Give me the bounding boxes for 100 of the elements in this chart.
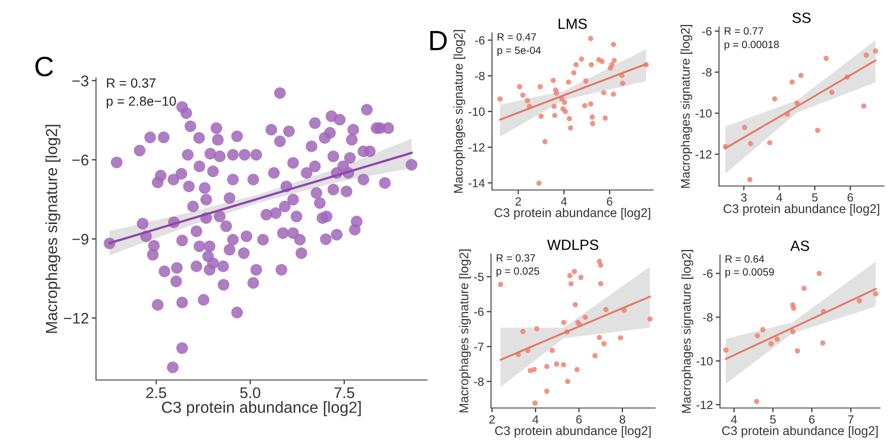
point: [544, 388, 550, 394]
y-axis-title: Macrophages signature [log2]: [454, 30, 466, 193]
point: [590, 114, 595, 120]
x-tick-label: 5.0: [240, 387, 260, 398]
point: [498, 282, 504, 287]
x-tick-label: 2.5: [146, 387, 166, 398]
point: [552, 104, 557, 109]
x-tick-label: 4: [731, 415, 737, 424]
x-tick-label: 6: [848, 193, 854, 202]
point: [747, 177, 752, 182]
point: [596, 334, 602, 340]
annotation: p = 5e-04: [498, 46, 541, 56]
y-axis-title: Macrophages signature [log2]: [459, 250, 471, 412]
point: [552, 112, 558, 118]
point: [588, 36, 594, 42]
annotation: R = 0.64: [726, 255, 764, 263]
point: [542, 139, 548, 144]
x-axis-title: C3 protein abundance [log2]: [722, 426, 878, 438]
point: [601, 90, 606, 96]
x-tick-label: 6: [809, 415, 815, 424]
point: [598, 262, 604, 268]
annotation: R = 0.37: [496, 254, 536, 262]
point: [538, 84, 543, 90]
point: [618, 335, 624, 340]
y-tick-label: -12: [696, 150, 712, 158]
point: [861, 103, 866, 109]
point: [550, 78, 556, 84]
point: [602, 116, 608, 121]
point: [578, 274, 584, 280]
point: [568, 281, 574, 286]
x-axis-title: C3 protein abundance [log2]: [495, 426, 651, 438]
x-tick-label: 4: [532, 415, 538, 424]
point: [610, 92, 616, 97]
point: [772, 96, 778, 102]
y-tick-label: -12: [468, 143, 484, 152]
chart-title: LMS: [558, 18, 587, 29]
x-axis-title: C3 protein abundance [log2]: [162, 401, 361, 416]
point: [565, 378, 570, 384]
y-tick-label: -6: [702, 27, 712, 36]
text: D: [430, 31, 447, 50]
point: [571, 70, 576, 76]
point: [767, 140, 772, 146]
annotation: R = 0.77: [724, 27, 764, 35]
y-tick-label: -5: [474, 272, 484, 282]
x-tick-label: 7: [848, 415, 854, 424]
point: [554, 90, 559, 96]
point: [544, 364, 550, 370]
point: [572, 302, 578, 308]
point: [588, 62, 594, 68]
y-tick-label: -8: [703, 313, 713, 322]
x-tick-label: 7.5: [334, 388, 354, 398]
x-tick-label: 2: [516, 197, 521, 206]
point: [598, 281, 604, 286]
point: [567, 273, 572, 278]
point: [566, 79, 572, 85]
y-tick-label: -10: [696, 109, 712, 118]
x-tick-label: 8: [620, 415, 626, 424]
point: [612, 58, 617, 64]
point: [588, 101, 594, 107]
point: [872, 48, 878, 54]
point: [574, 366, 580, 372]
y-tick-label: -10: [696, 356, 713, 366]
y-tick-label: -8: [474, 377, 484, 386]
point: [815, 128, 820, 133]
point: [647, 316, 653, 322]
y-tick-label: -12: [696, 400, 712, 409]
point: [768, 341, 774, 346]
point: [582, 314, 588, 320]
point: [520, 328, 526, 334]
point: [816, 270, 822, 276]
annotation: p = 2.8e−10: [106, 96, 176, 108]
point: [524, 98, 530, 104]
y-tick-label: -6: [474, 308, 484, 316]
x-tick-label: 6: [606, 197, 612, 206]
y-axis-title: Macrophages signature [log2]: [45, 124, 60, 333]
x-tick-label: 4: [560, 197, 567, 206]
point: [582, 103, 588, 108]
point: [748, 140, 754, 146]
x-axis-title: C3 protein abundance [log2]: [724, 204, 880, 216]
annotation: p = 0.00018: [724, 40, 779, 50]
x-tick-label: 2: [489, 415, 495, 424]
text: C: [35, 56, 53, 76]
point: [754, 398, 760, 404]
chart-title: WDLPS: [547, 240, 598, 250]
point: [790, 306, 796, 311]
point: [723, 347, 728, 353]
point: [742, 124, 748, 130]
chart-title: AS: [790, 240, 810, 251]
x-tick-label: 6: [576, 415, 582, 424]
y-tick-label: −9: [72, 234, 88, 245]
point: [590, 121, 596, 126]
x-tick-label: 5: [770, 415, 776, 424]
point: [873, 291, 878, 296]
y-tick-label: -6: [703, 269, 713, 278]
point: [794, 348, 800, 354]
y-tick-label: -14: [468, 179, 485, 188]
point: [520, 92, 526, 98]
point: [774, 336, 780, 342]
y-tick-label: -10: [468, 108, 485, 116]
point: [609, 62, 614, 68]
